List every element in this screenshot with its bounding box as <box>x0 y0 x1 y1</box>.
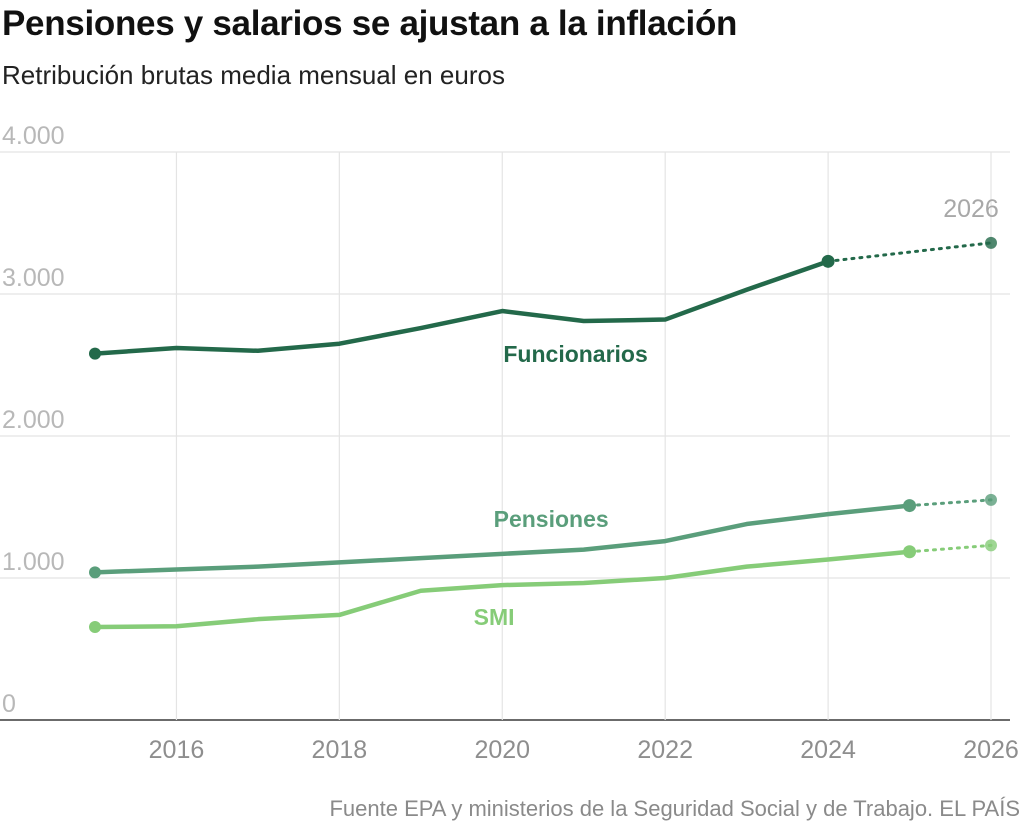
y-gridlines <box>0 151 1010 721</box>
x-tick-label: 2026 <box>963 736 1019 764</box>
y-tick-label: 0 <box>2 690 16 718</box>
series-line-funcionarios <box>92 259 831 356</box>
y-tick-label: 3.000 <box>2 264 65 292</box>
series-label-pensiones: Pensiones <box>494 506 609 532</box>
start-point-smi <box>89 620 101 633</box>
y-tick-label: 2.000 <box>2 406 65 434</box>
source-note: Fuente EPA y ministerios de la Seguridad… <box>329 796 1020 821</box>
projection-endpoint-pensiones <box>985 493 997 506</box>
last-point-funcionarios <box>821 254 835 268</box>
y-tick-label: 1.000 <box>2 548 65 576</box>
projection-line-funcionarios <box>826 241 993 263</box>
last-point-smi <box>903 545 917 559</box>
x-tick-label: 2024 <box>800 736 856 764</box>
series-line-pensiones <box>92 503 912 575</box>
chart-subtitle: Retribución brutas media mensual en euro… <box>2 60 505 90</box>
x-tick-label: 2020 <box>474 736 530 764</box>
series-line-smi <box>92 549 912 630</box>
series-label-funcionarios: Funcionarios <box>503 341 647 367</box>
x-tick-label: 2016 <box>149 736 205 764</box>
series-labels: 2026 Funcionarios Pensiones SMI <box>474 195 999 630</box>
y-tick-label: 4.000 <box>2 122 65 150</box>
projection-endpoint-smi <box>985 539 997 552</box>
chart-title: Pensiones y salarios se ajustan a la inf… <box>2 4 738 43</box>
projection-year-annotation: 2026 <box>943 195 999 223</box>
start-point-funcionarios <box>89 347 101 360</box>
projection-line-pensiones <box>908 498 993 508</box>
last-point-pensiones <box>903 499 917 513</box>
projection-endpoint-funcionarios <box>985 236 997 249</box>
series-lines <box>89 236 997 633</box>
start-point-pensiones <box>89 566 101 579</box>
x-tick-label: 2022 <box>637 736 693 764</box>
x-tick-label: 2018 <box>312 736 368 764</box>
axis-tick-labels: 0 1.000 2.000 3.000 4.000 2016 2018 2020 2022 202… <box>2 122 1019 764</box>
projection-line-smi <box>908 543 993 554</box>
series-label-smi: SMI <box>474 604 515 630</box>
